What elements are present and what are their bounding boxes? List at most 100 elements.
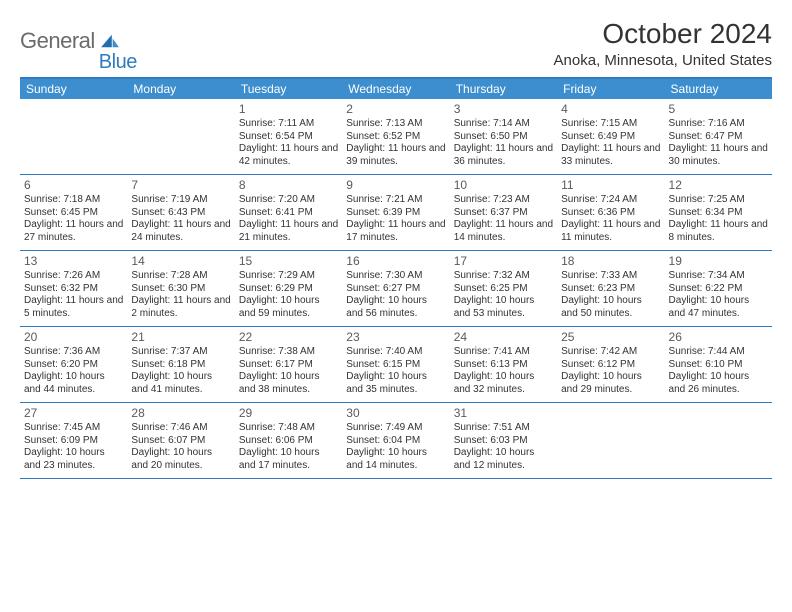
sunset-text: Sunset: 6:15 PM (346, 359, 445, 372)
daylight-text: Daylight: 10 hours and 59 minutes. (239, 295, 338, 320)
day-cell: 10 Sunrise: 7:23 AMSunset: 6:37 PMDayligh… (450, 175, 557, 250)
day-info: Sunrise: 7:23 AMSunset: 6:37 PMDaylight:… (454, 194, 553, 244)
sunrise-text: Sunrise: 7:48 AM (239, 422, 338, 435)
day-cell: 30Sunrise: 7:49 AMSunset: 6:04 PMDayligh… (342, 403, 449, 478)
day-info: Sunrise: 7:49 AMSunset: 6:04 PMDaylight:… (346, 422, 445, 472)
sunrise-text: Sunrise: 7:13 AM (346, 118, 445, 131)
day-cell: 13Sunrise: 7:26 AMSunset: 6:32 PMDayligh… (20, 251, 127, 326)
sail-icon (99, 33, 121, 49)
day-number: 4 (561, 102, 660, 116)
day-cell: 27Sunrise: 7:45 AMSunset: 6:09 PMDayligh… (20, 403, 127, 478)
sunset-text: Sunset: 6:30 PM (131, 283, 230, 296)
daylight-text: Daylight: 10 hours and 41 minutes. (131, 371, 230, 396)
sunrise-text: Sunrise: 7:51 AM (454, 422, 553, 435)
sunset-text: Sunset: 6:47 PM (669, 131, 768, 144)
sunset-text: Sunset: 6:45 PM (24, 207, 123, 220)
week-row: 6 Sunrise: 7:18 AMSunset: 6:45 PMDaylight… (20, 175, 772, 251)
day-cell: 17Sunrise: 7:32 AMSunset: 6:25 PMDayligh… (450, 251, 557, 326)
day-cell: 19Sunrise: 7:34 AMSunset: 6:22 PMDayligh… (665, 251, 772, 326)
sunset-text: Sunset: 6:03 PM (454, 435, 553, 448)
day-info: Sunrise: 7:18 AMSunset: 6:45 PMDaylight:… (24, 194, 123, 244)
day-info: Sunrise: 7:33 AMSunset: 6:23 PMDaylight:… (561, 270, 660, 320)
sunset-text: Sunset: 6:27 PM (346, 283, 445, 296)
day-cell: 25Sunrise: 7:42 AMSunset: 6:12 PMDayligh… (557, 327, 664, 402)
day-cell: 12Sunrise: 7:25 AMSunset: 6:34 PMDayligh… (665, 175, 772, 250)
day-number: 7 (131, 178, 230, 192)
sunrise-text: Sunrise: 7:21 AM (346, 194, 445, 207)
sunrise-text: Sunrise: 7:46 AM (131, 422, 230, 435)
sunset-text: Sunset: 6:41 PM (239, 207, 338, 220)
sunrise-text: Sunrise: 7:34 AM (669, 270, 768, 283)
sunset-text: Sunset: 6:06 PM (239, 435, 338, 448)
sunset-text: Sunset: 6:18 PM (131, 359, 230, 372)
day-info: Sunrise: 7:30 AMSunset: 6:27 PMDaylight:… (346, 270, 445, 320)
sunrise-text: Sunrise: 7:37 AM (131, 346, 230, 359)
sunrise-text: Sunrise: 7:44 AM (669, 346, 768, 359)
day-number: 29 (239, 406, 338, 420)
sunset-text: Sunset: 6:54 PM (239, 131, 338, 144)
day-number: 8 (239, 178, 338, 192)
day-number: 20 (24, 330, 123, 344)
sunrise-text: Sunrise: 7:14 AM (454, 118, 553, 131)
day-number: 15 (239, 254, 338, 268)
daylight-text: Daylight: 10 hours and 14 minutes. (346, 447, 445, 472)
daylight-text: Daylight: 10 hours and 56 minutes. (346, 295, 445, 320)
sunset-text: Sunset: 6:13 PM (454, 359, 553, 372)
daylight-text: Daylight: 11 hours and 17 minutes. (346, 219, 445, 244)
week-row: 27Sunrise: 7:45 AMSunset: 6:09 PMDayligh… (20, 403, 772, 479)
daylight-text: Daylight: 11 hours and 14 minutes. (454, 219, 553, 244)
sunset-text: Sunset: 6:34 PM (669, 207, 768, 220)
sunrise-text: Sunrise: 7:38 AM (239, 346, 338, 359)
sunset-text: Sunset: 6:22 PM (669, 283, 768, 296)
day-number: 14 (131, 254, 230, 268)
day-number: 25 (561, 330, 660, 344)
sunset-text: Sunset: 6:39 PM (346, 207, 445, 220)
day-info: Sunrise: 7:37 AMSunset: 6:18 PMDaylight:… (131, 346, 230, 396)
day-number: 28 (131, 406, 230, 420)
day-info: Sunrise: 7:41 AMSunset: 6:13 PMDaylight:… (454, 346, 553, 396)
daylight-text: Daylight: 10 hours and 29 minutes. (561, 371, 660, 396)
sunset-text: Sunset: 6:10 PM (669, 359, 768, 372)
day-number: 6 (24, 178, 123, 192)
weekday-header: Wednesday (342, 82, 449, 96)
page-subtitle: Anoka, Minnesota, United States (554, 52, 772, 69)
day-info: Sunrise: 7:15 AMSunset: 6:49 PMDaylight:… (561, 118, 660, 168)
daylight-text: Daylight: 11 hours and 33 minutes. (561, 143, 660, 168)
daylight-text: Daylight: 11 hours and 39 minutes. (346, 143, 445, 168)
day-cell: 20Sunrise: 7:36 AMSunset: 6:20 PMDayligh… (20, 327, 127, 402)
day-info: Sunrise: 7:38 AMSunset: 6:17 PMDaylight:… (239, 346, 338, 396)
sunrise-text: Sunrise: 7:16 AM (669, 118, 768, 131)
daylight-text: Daylight: 10 hours and 20 minutes. (131, 447, 230, 472)
day-info: Sunrise: 7:44 AMSunset: 6:10 PMDaylight:… (669, 346, 768, 396)
daylight-text: Daylight: 11 hours and 42 minutes. (239, 143, 338, 168)
day-cell (557, 403, 664, 478)
day-info: Sunrise: 7:20 AMSunset: 6:41 PMDaylight:… (239, 194, 338, 244)
weekday-header: Thursday (450, 82, 557, 96)
day-cell: 29Sunrise: 7:48 AMSunset: 6:06 PMDayligh… (235, 403, 342, 478)
page: General Blue October 2024 Anoka, Minneso… (0, 0, 792, 499)
day-number: 10 (454, 178, 553, 192)
day-info: Sunrise: 7:24 AMSunset: 6:36 PMDaylight:… (561, 194, 660, 244)
day-number: 19 (669, 254, 768, 268)
sunset-text: Sunset: 6:43 PM (131, 207, 230, 220)
day-info: Sunrise: 7:28 AMSunset: 6:30 PMDaylight:… (131, 270, 230, 320)
day-number: 17 (454, 254, 553, 268)
daylight-text: Daylight: 11 hours and 30 minutes. (669, 143, 768, 168)
day-number: 18 (561, 254, 660, 268)
day-info: Sunrise: 7:40 AMSunset: 6:15 PMDaylight:… (346, 346, 445, 396)
daylight-text: Daylight: 11 hours and 2 minutes. (131, 295, 230, 320)
brand-logo: General Blue (20, 18, 137, 63)
day-cell: 6 Sunrise: 7:18 AMSunset: 6:45 PMDaylight… (20, 175, 127, 250)
daylight-text: Daylight: 10 hours and 32 minutes. (454, 371, 553, 396)
sunrise-text: Sunrise: 7:24 AM (561, 194, 660, 207)
day-number: 27 (24, 406, 123, 420)
week-row: 13Sunrise: 7:26 AMSunset: 6:32 PMDayligh… (20, 251, 772, 327)
day-number: 31 (454, 406, 553, 420)
day-info: Sunrise: 7:11 AMSunset: 6:54 PMDaylight:… (239, 118, 338, 168)
weekday-header: Friday (557, 82, 664, 96)
day-cell: 8 Sunrise: 7:20 AMSunset: 6:41 PMDaylight… (235, 175, 342, 250)
daylight-text: Daylight: 11 hours and 21 minutes. (239, 219, 338, 244)
weekday-header: Saturday (665, 82, 772, 96)
daylight-text: Daylight: 11 hours and 8 minutes. (669, 219, 768, 244)
page-title: October 2024 (554, 18, 772, 50)
